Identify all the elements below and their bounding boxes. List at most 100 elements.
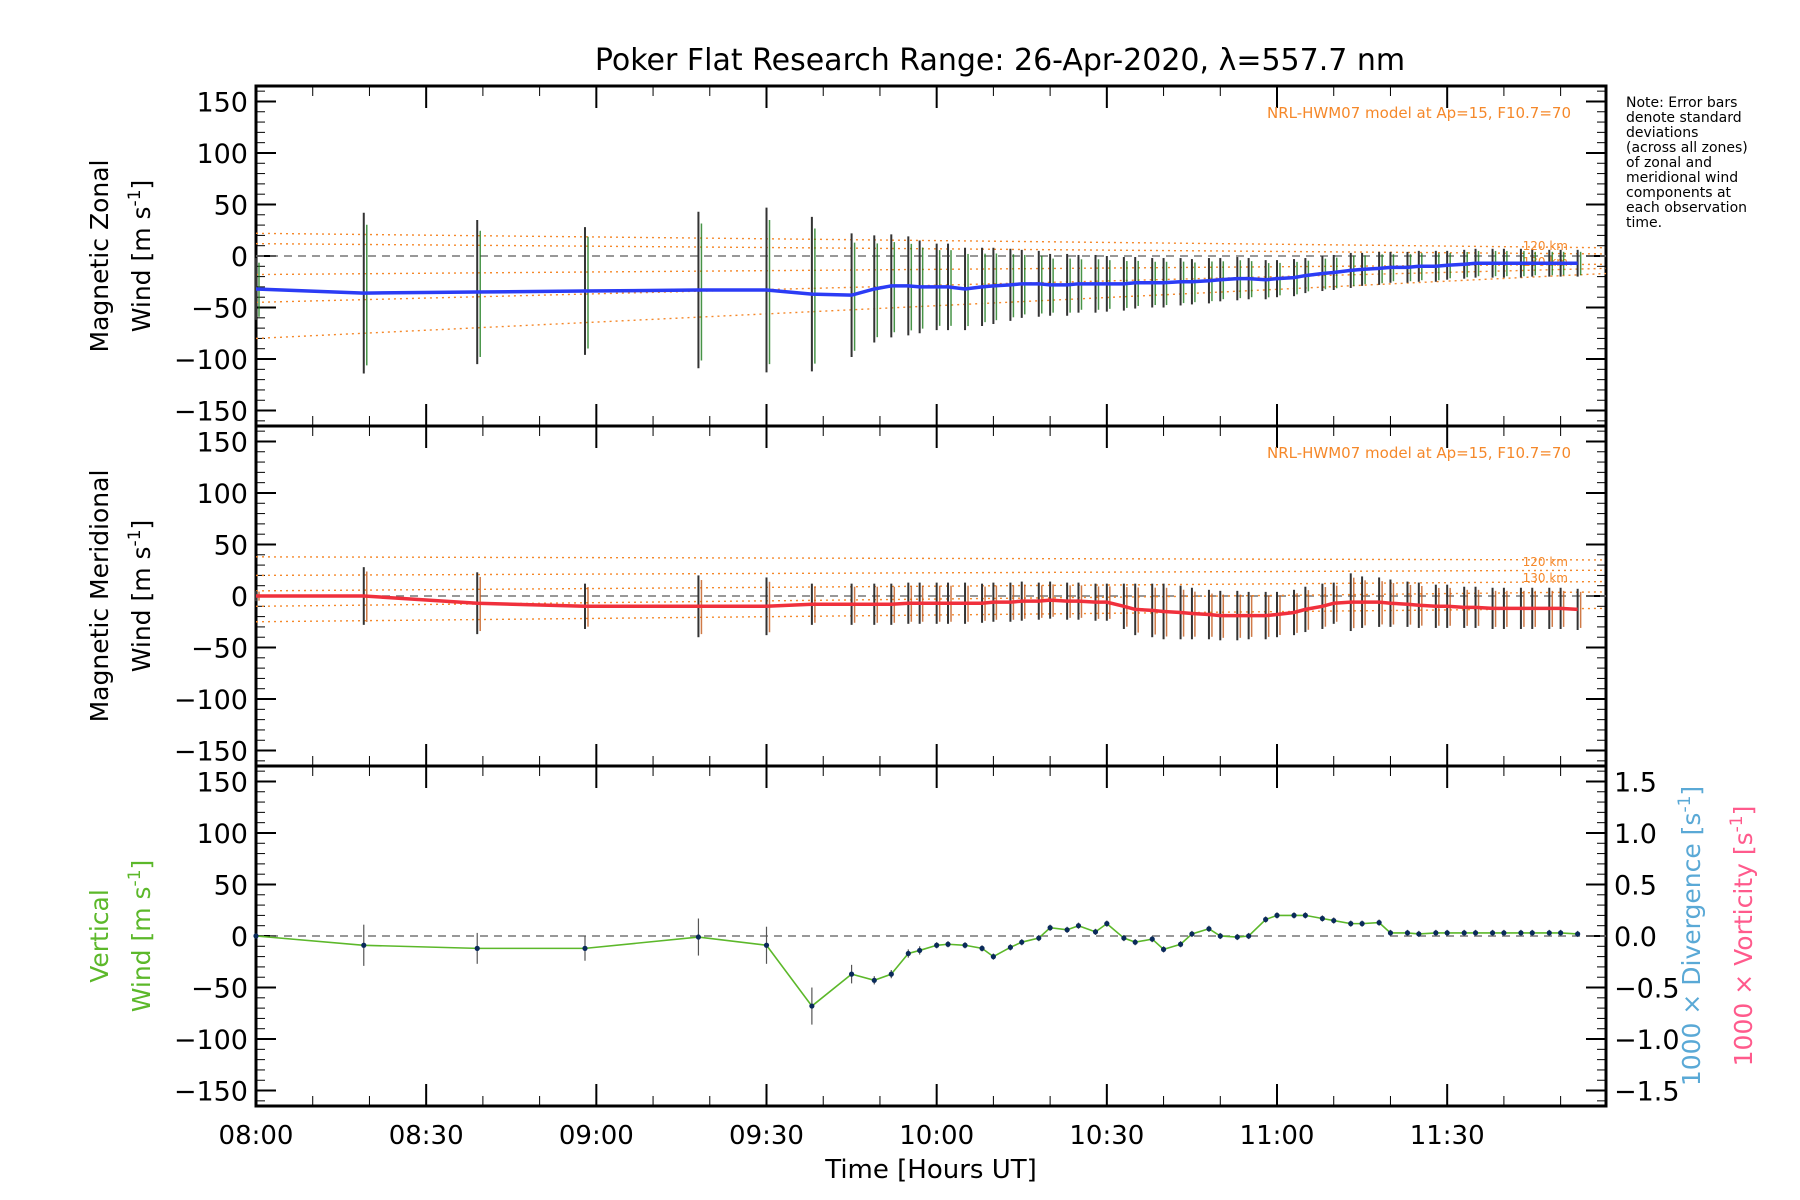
series-line-zonal xyxy=(255,261,1578,297)
error-bar-note: Note: Error bars denote standard deviati… xyxy=(1626,95,1748,231)
y-tick-label: −100 xyxy=(174,1025,248,1056)
series-line-vertical xyxy=(255,914,1578,1008)
data-point xyxy=(1416,931,1422,937)
y-tick-label: −50 xyxy=(191,634,248,665)
y-axis-label: Vertical xyxy=(85,889,114,983)
data-point xyxy=(1529,930,1535,936)
data-point xyxy=(763,942,770,948)
y-tick-label: −100 xyxy=(174,685,248,716)
y-tick-label: 150 xyxy=(196,427,248,458)
data-point xyxy=(582,945,588,951)
y-tick-label: 0 xyxy=(231,242,248,273)
panel-meridional: 150 100 50 0 −50 −100 −150 NRL-HWM07 model at A… xyxy=(85,424,1608,768)
y-tick-label: 150 xyxy=(196,767,248,798)
x-tick-label: 11:30 xyxy=(1410,1121,1485,1151)
data-point xyxy=(1461,930,1467,936)
data-point xyxy=(1064,927,1070,933)
x-tick-label: 11:00 xyxy=(1240,1121,1315,1151)
data-point xyxy=(1007,944,1014,950)
data-point xyxy=(1177,941,1184,947)
y2-tick-label: 1.5 xyxy=(1614,767,1657,798)
data-point xyxy=(1189,931,1195,937)
data-point xyxy=(1104,921,1110,927)
data-point xyxy=(1359,921,1365,927)
data-point xyxy=(1291,912,1297,918)
data-point xyxy=(1575,931,1581,937)
data-point xyxy=(934,942,940,948)
y-tick-label: 0 xyxy=(231,922,248,953)
x-tick-label: 09:30 xyxy=(729,1121,804,1151)
x-axis-label: Time [Hours UT] xyxy=(824,1155,1037,1185)
data-point xyxy=(848,971,855,977)
model-curve xyxy=(255,580,1607,592)
data-point xyxy=(1019,939,1025,945)
y-axis-label: Wind [m s-1] xyxy=(125,520,156,673)
y-tick-label: 100 xyxy=(196,819,248,850)
y-tick-label: −50 xyxy=(191,294,248,325)
data-point xyxy=(1274,912,1280,918)
y-tick-label: 100 xyxy=(196,139,248,170)
y-tick-label: −100 xyxy=(174,345,248,376)
data-point xyxy=(1036,935,1042,941)
y-tick-label: 0 xyxy=(231,582,248,613)
series-line-meridional xyxy=(256,594,1578,618)
model-curve xyxy=(255,607,1607,623)
data-point xyxy=(1558,930,1564,936)
y2-tick-label: 0.0 xyxy=(1614,922,1657,953)
x-tick-label: 08:00 xyxy=(219,1121,294,1151)
data-point xyxy=(962,942,968,948)
y2-tick-label: −1.0 xyxy=(1614,1025,1680,1056)
y2-tick-label: 0.5 xyxy=(1614,870,1657,901)
model-curve xyxy=(255,556,1607,561)
model-km-label: 120 km xyxy=(1523,555,1568,569)
y-tick-label: −150 xyxy=(174,1077,248,1108)
data-point xyxy=(1404,930,1411,936)
y-axis-label: Magnetic Zonal xyxy=(85,160,114,353)
data-point xyxy=(695,934,702,940)
y2-tick-label: −0.5 xyxy=(1614,974,1680,1005)
data-point xyxy=(1092,929,1099,935)
data-point xyxy=(1075,923,1082,929)
y2-tick-label: −1.5 xyxy=(1614,1077,1680,1108)
data-point xyxy=(905,950,911,957)
data-point xyxy=(1387,930,1394,936)
y-tick-label: −50 xyxy=(191,974,248,1005)
data-point xyxy=(1246,933,1252,939)
data-point xyxy=(1217,933,1223,939)
chart-title: Poker Flat Research Range: 26-Apr-2020, … xyxy=(595,43,1405,78)
y-tick-label: −150 xyxy=(174,397,248,428)
data-point xyxy=(917,947,923,954)
data-point xyxy=(253,933,259,939)
data-point xyxy=(1234,934,1240,940)
data-point xyxy=(1047,925,1053,931)
data-point xyxy=(361,942,367,948)
y-tick-label: 150 xyxy=(196,87,248,118)
data-point xyxy=(1472,930,1479,936)
x-tick-label: 10:00 xyxy=(899,1121,974,1151)
x-tick-label: 08:30 xyxy=(389,1121,464,1151)
data-point xyxy=(1206,926,1212,932)
data-point xyxy=(474,945,480,951)
y-tick-label: 50 xyxy=(214,870,248,901)
data-point xyxy=(1331,917,1337,924)
data-point xyxy=(1132,939,1138,945)
y2-axis-label: 1000 × Vorticity [s-1] xyxy=(1727,806,1758,1067)
panel-vertical: 150 100 50 0 −50 −100 −150 Vertical Wind [m s-1]… xyxy=(85,764,1758,1185)
y-axis-label: Magnetic Meridional xyxy=(85,470,114,723)
data-point xyxy=(1444,930,1450,936)
data-point xyxy=(1302,912,1308,918)
y-axis-label: Wind [m s-1] xyxy=(125,860,156,1013)
data-point xyxy=(1489,930,1496,936)
y-axis-label: Wind [m s-1] xyxy=(125,180,156,333)
x-tick-label: 10:30 xyxy=(1069,1121,1144,1151)
plot-panels: 150 100 50 0 −50 −100 −150 NRL-HWM07 model at A… xyxy=(85,84,1758,1185)
data-point xyxy=(1433,930,1439,936)
model-curve xyxy=(255,569,1607,577)
y2-axis-label: 1000 × Divergence [s-1] xyxy=(1675,786,1706,1086)
data-point xyxy=(1501,930,1507,936)
data-point xyxy=(1376,920,1382,926)
model-curve xyxy=(255,232,1607,249)
model-label: NRL-HWM07 model at Ap=15, F10.7=70 xyxy=(1267,444,1571,462)
data-point xyxy=(1546,930,1552,936)
